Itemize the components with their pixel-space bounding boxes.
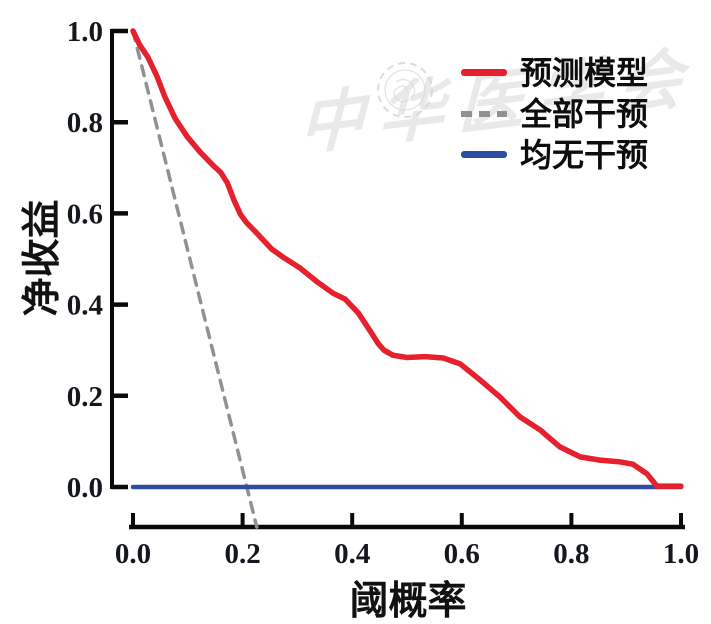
- y-tick-label: 0.2: [67, 381, 103, 413]
- legend: 预测模型全部干预均无干预: [461, 52, 648, 175]
- legend-item-label: 均无干预: [520, 136, 649, 173]
- legend-item-treat-none: 均无干预: [461, 134, 648, 175]
- legend-item-treat-all: 全部干预: [461, 93, 648, 134]
- x-tick-label: 0.8: [553, 538, 589, 570]
- watermark-seal-icon: [377, 62, 433, 118]
- legend-item-prediction-model: 预测模型: [461, 52, 648, 93]
- y-tick-label: 1.0: [67, 16, 103, 48]
- legend-item-label: 预测模型: [520, 54, 649, 91]
- legend-swatch-treat-all: [461, 110, 507, 117]
- y-tick-label: 0.8: [67, 107, 103, 139]
- x-axis-title: 阈概率: [349, 580, 467, 623]
- legend-item-label: 全部干预: [520, 95, 649, 132]
- series-line-prediction-model: [130, 28, 684, 489]
- legend-swatch-prediction-model: [461, 69, 507, 76]
- x-tick-label: 0.2: [224, 538, 260, 570]
- x-tick-label: 1.0: [663, 538, 699, 570]
- x-tick-label: 0.4: [334, 538, 370, 570]
- y-tick-label: 0.0: [67, 472, 103, 504]
- legend-swatch-treat-none: [461, 151, 507, 158]
- series-line-treat-all: [131, 29, 259, 529]
- x-tick-label: 0.0: [115, 538, 151, 570]
- y-tick-label: 0.4: [67, 290, 103, 322]
- x-tick-label: 0.6: [444, 538, 480, 570]
- y-tick-label: 0.6: [67, 198, 103, 230]
- y-axis-title: 净收益: [21, 199, 64, 317]
